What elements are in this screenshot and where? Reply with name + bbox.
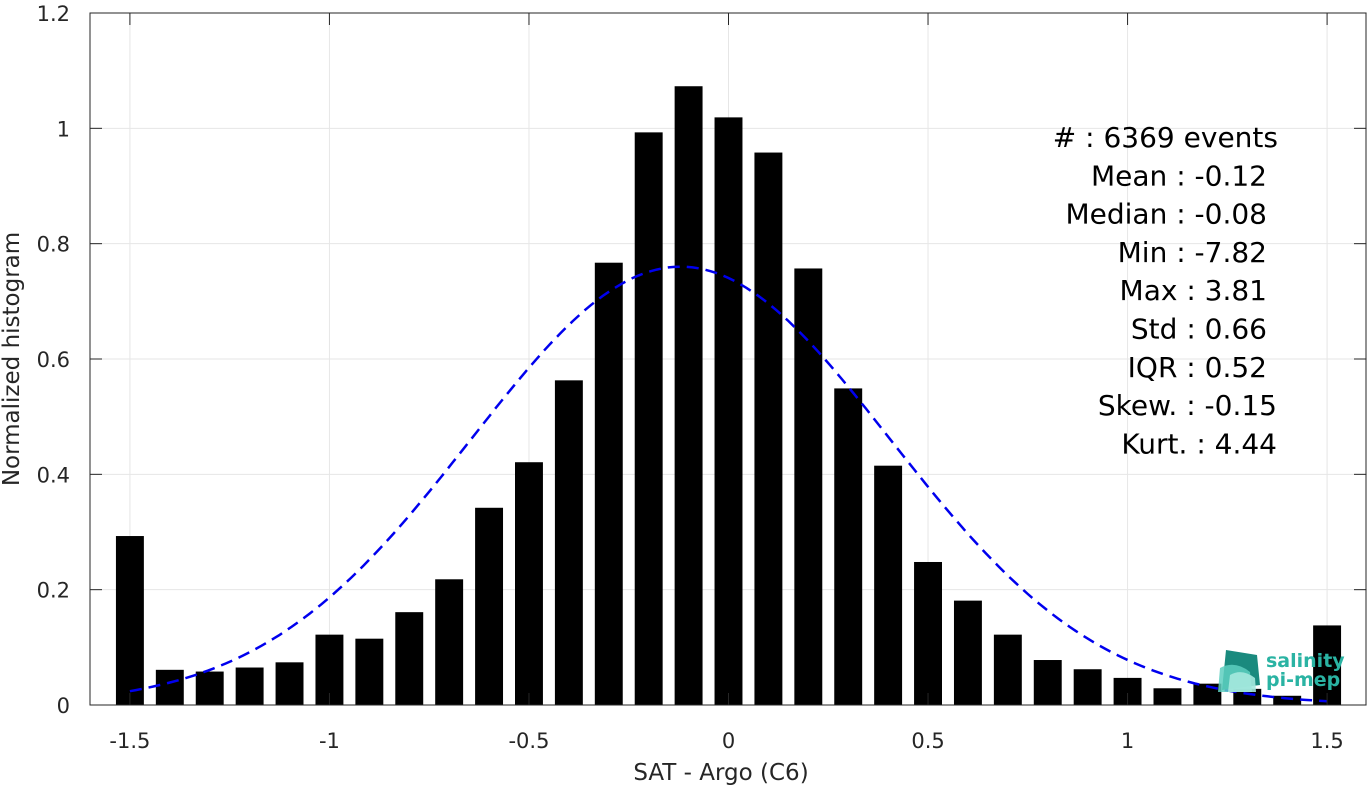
axis-ticks [90, 12, 1366, 706]
y-tick-label: 1.2 [37, 2, 70, 26]
y-tick-label: 1 [57, 117, 70, 141]
histogram-bars [115, 86, 1342, 706]
histogram-bar [594, 262, 623, 705]
histogram-bar [1273, 695, 1302, 705]
histogram-bar [634, 132, 663, 705]
histogram-bar [395, 612, 424, 705]
histogram-bar [554, 380, 583, 705]
x-axis-label: SAT - Argo (C6) [633, 760, 808, 786]
x-tick-label: 1 [1121, 729, 1134, 753]
histogram-bar [1233, 688, 1262, 705]
x-tick-label: -1 [319, 729, 340, 753]
x-tick-labels: -1.5 -1 -0.5 0 0.5 1 1.5 [109, 729, 1343, 753]
histogram-bar [794, 268, 823, 705]
stats-line: Skew. : -0.15 [1098, 389, 1277, 422]
y-tick-label: 0.4 [37, 463, 70, 487]
x-tick-label: -1.5 [109, 729, 150, 753]
histogram-bar [195, 671, 224, 705]
histogram-bar [1033, 660, 1062, 705]
histogram-bar [1153, 688, 1182, 705]
histogram-bar [834, 388, 863, 705]
stats-line: IQR : 0.52 [1128, 351, 1267, 384]
x-tick-label: -0.5 [508, 729, 549, 753]
histogram-bar [993, 634, 1022, 705]
histogram-bar [1313, 625, 1342, 705]
histogram-bar [953, 600, 982, 705]
histogram-bar [435, 579, 464, 705]
stats-line: Kurt. : 4.44 [1121, 427, 1277, 460]
histogram-bar [155, 669, 184, 705]
stats-line: Median : -0.08 [1065, 198, 1267, 231]
histogram-bar [754, 152, 783, 705]
logo-text-line2: pi-mep [1266, 669, 1340, 691]
stats-line: Min : -7.82 [1118, 236, 1267, 269]
y-tick-labels: 0 0.2 0.4 0.6 0.8 1 1.2 [37, 2, 70, 718]
histogram-bar [235, 667, 264, 705]
y-axis-label: Normalized histogram [0, 232, 25, 486]
stats-line: Std : 0.66 [1131, 313, 1267, 346]
x-tick-label: 0.5 [911, 729, 944, 753]
stats-line: # : 6369 events [1053, 121, 1278, 154]
salinity-pimep-logo: salinity pi-mep [1218, 650, 1345, 692]
wave-logo-icon [1218, 650, 1260, 692]
histogram-bar [515, 462, 543, 705]
x-tick-label: 1.5 [1310, 729, 1343, 753]
y-tick-label: 0.6 [37, 348, 70, 372]
histogram-bar [874, 465, 903, 705]
logo-text-line1: salinity [1266, 650, 1345, 672]
histogram-bar [115, 536, 144, 705]
histogram-bar [475, 507, 504, 705]
stats-line: Mean : -0.12 [1091, 159, 1267, 192]
stats-line: Max : 3.81 [1120, 274, 1267, 307]
statistics-box: # : 6369 events Mean : -0.12 Median : -0.0… [1053, 121, 1278, 460]
x-tick-label: 0 [722, 729, 735, 753]
histogram-bar [714, 117, 743, 706]
y-tick-label: 0.8 [37, 233, 70, 257]
histogram-bar [914, 561, 942, 705]
histogram-bar [1073, 669, 1102, 705]
histogram-bar [355, 638, 384, 705]
y-tick-label: 0.2 [37, 579, 70, 603]
gaussian-fit-curve [129, 265, 1328, 703]
histogram-bar [674, 86, 703, 705]
y-tick-label: 0 [57, 694, 70, 718]
histogram-bar [275, 662, 304, 705]
